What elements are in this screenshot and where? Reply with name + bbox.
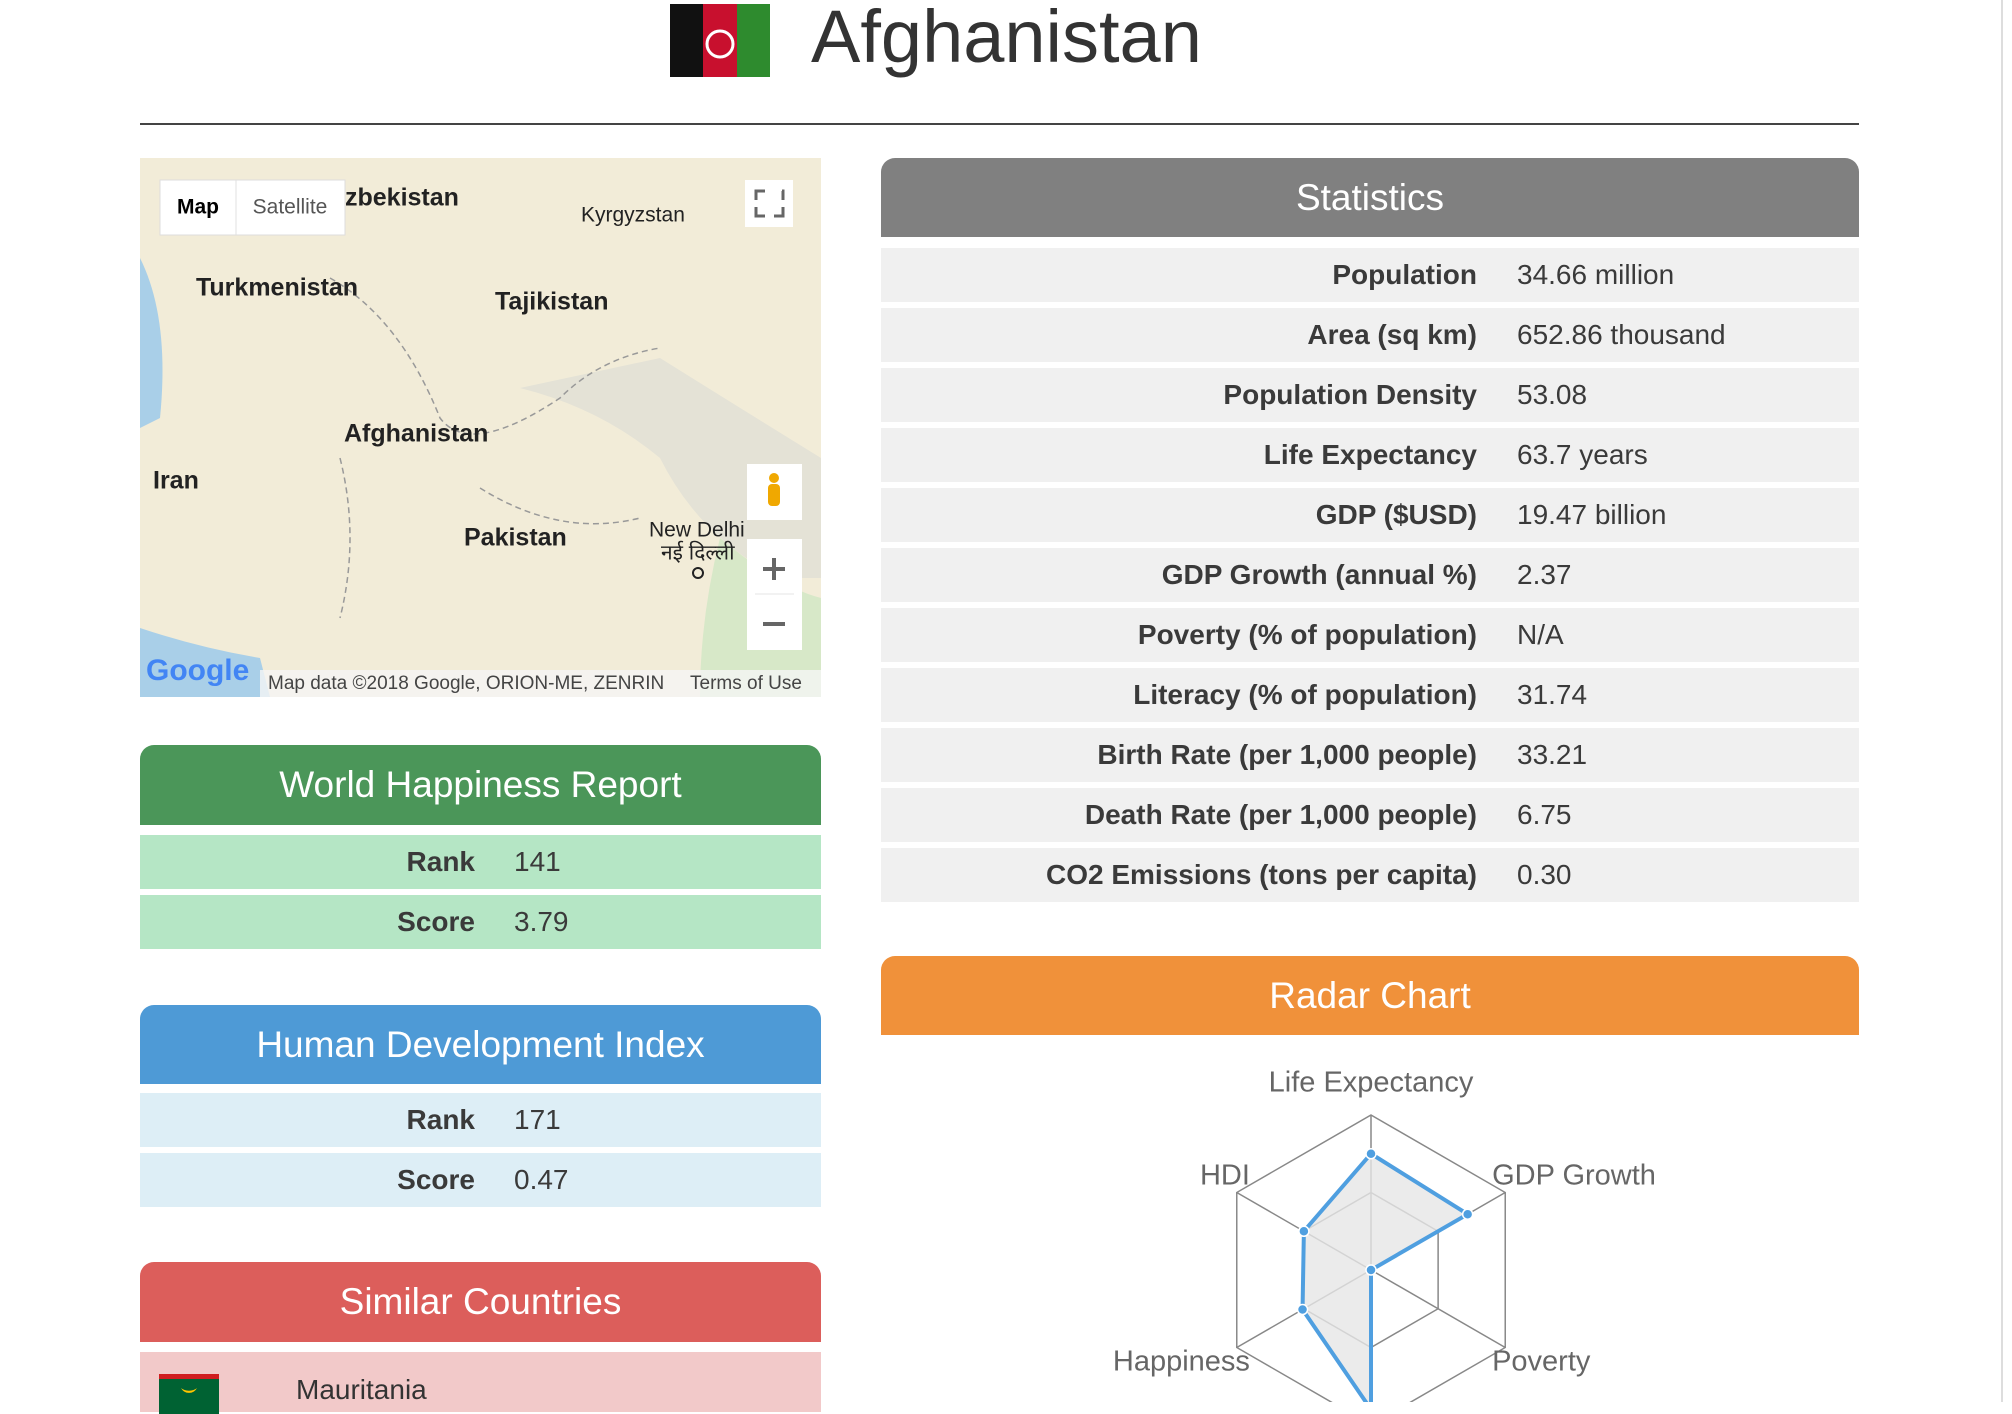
map-label: नई दिल्ली <box>661 541 735 565</box>
table-row: GDP ($USD) 19.47 billion <box>881 488 1859 542</box>
hdi-header: Human Development Index <box>140 1005 821 1084</box>
similar-row[interactable]: Mauritania <box>140 1352 821 1414</box>
table-row: Score 0.47 <box>140 1153 821 1207</box>
flag <box>670 4 770 77</box>
axis-label: Poverty <box>1492 1346 1591 1378</box>
map-label: New Delhi <box>649 519 745 542</box>
row-value: 2.37 <box>1517 559 1572 590</box>
table-row: CO2 Emissions (tons per capita) 0.30 <box>881 848 1859 902</box>
row-value: 53.08 <box>1517 379 1588 410</box>
row-label: Literacy (% of population) <box>1133 679 1477 710</box>
row-value: 19.47 billion <box>1517 499 1667 530</box>
map-label: Turkmenistan <box>196 274 358 302</box>
satellite-button[interactable]: Satellite <box>253 196 328 219</box>
row-label: Life Expectancy <box>1263 439 1477 470</box>
similar-header: Similar Countries <box>140 1262 821 1342</box>
map[interactable]: zbekistan Kyrgyzstan Turkmenistan Tajiki… <box>140 158 821 697</box>
row-label: Population <box>1332 259 1477 290</box>
axis-label: HDI <box>1200 1160 1250 1192</box>
statistics-header: Statistics <box>881 158 1859 237</box>
map-type-control[interactable] <box>159 179 346 236</box>
radar-point <box>1365 1148 1377 1160</box>
terms-link[interactable]: Terms of Use <box>690 673 802 694</box>
row-label: GDP ($USD) <box>1315 499 1477 530</box>
table-row: Death Rate (per 1,000 people) 6.75 <box>881 788 1859 842</box>
table-row: Birth Rate (per 1,000 people) 33.21 <box>881 728 1859 782</box>
row-label: Rank <box>406 846 475 877</box>
row-label: Score <box>397 906 475 937</box>
scrollbar-edge <box>2001 0 2003 1402</box>
radar-chart: Life Expectancy GDP Growth Poverty Happines… <box>1113 1067 1656 1402</box>
table-row: GDP Growth (annual %) 2.37 <box>881 548 1859 602</box>
table-row: Literacy (% of population) 31.74 <box>881 668 1859 722</box>
table-row: Score 3.79 <box>140 895 821 949</box>
row-value: 34.66 million <box>1517 259 1675 290</box>
row-value: 31.74 <box>1517 679 1588 710</box>
country-name[interactable]: Mauritania <box>296 1374 427 1405</box>
row-value: N/A <box>1517 619 1564 650</box>
radar-point <box>1365 1264 1377 1276</box>
table-row: Area (sq km) 652.86 thousand <box>881 308 1859 362</box>
map-label: Pakistan <box>464 524 567 552</box>
row-value: 0.47 <box>514 1164 569 1195</box>
map-label: Tajikistan <box>495 288 608 316</box>
row-value: 63.7 years <box>1517 439 1648 470</box>
google-logo: Google <box>146 654 249 687</box>
map-label: Kyrgyzstan <box>581 204 685 227</box>
row-label: CO2 Emissions (tons per capita) <box>1046 859 1477 890</box>
row-label: Rank <box>406 1104 475 1135</box>
row-value: 33.21 <box>1517 739 1588 770</box>
table-row: Poverty (% of population) N/A <box>881 608 1859 662</box>
table-row: Rank 141 <box>140 835 821 889</box>
row-label: Population Density <box>1223 379 1477 410</box>
row-label: Birth Rate (per 1,000 people) <box>1097 739 1477 770</box>
row-label: GDP Growth (annual %) <box>1161 559 1477 590</box>
axis-label: GDP Growth <box>1492 1160 1656 1192</box>
row-label: Area (sq km) <box>1307 319 1477 350</box>
radar-point <box>1298 1225 1310 1237</box>
row-value: 141 <box>514 846 561 877</box>
row-value: 171 <box>514 1104 561 1135</box>
happiness-header: World Happiness Report <box>140 745 821 825</box>
divider <box>140 123 1859 125</box>
table-row: Population Density 53.08 <box>881 368 1859 422</box>
radar-point <box>1296 1303 1309 1316</box>
fullscreen-button[interactable] <box>745 180 793 227</box>
spoke <box>1370 1269 1506 1349</box>
map-label: Afghanistan <box>344 420 488 448</box>
map-attribution: Map data ©2018 Google, ORION-ME, ZENRIN <box>268 673 664 694</box>
row-value: 6.75 <box>1517 799 1572 830</box>
map-label: Iran <box>153 467 199 495</box>
row-label: Score <box>397 1164 475 1195</box>
row-label: Death Rate (per 1,000 people) <box>1084 799 1477 830</box>
axis-label: Happiness <box>1113 1346 1250 1378</box>
table-row: Life Expectancy 63.7 years <box>881 428 1859 482</box>
table-row: Population 34.66 million <box>881 248 1859 302</box>
axis-label: Life Expectancy <box>1269 1067 1474 1099</box>
radar-header: Radar Chart <box>881 956 1859 1035</box>
row-value: 652.86 thousand <box>1517 319 1726 350</box>
row-label: Poverty (% of population) <box>1137 619 1477 650</box>
flag <box>159 1374 219 1414</box>
map-label: zbekistan <box>345 184 459 212</box>
map-button[interactable]: Map <box>177 196 219 219</box>
country-title: Afghanistan <box>811 0 1202 78</box>
table-row: Rank 171 <box>140 1093 821 1147</box>
row-value: 3.79 <box>514 906 569 937</box>
radar-point <box>1461 1208 1474 1220</box>
row-value: 0.30 <box>1517 859 1572 890</box>
